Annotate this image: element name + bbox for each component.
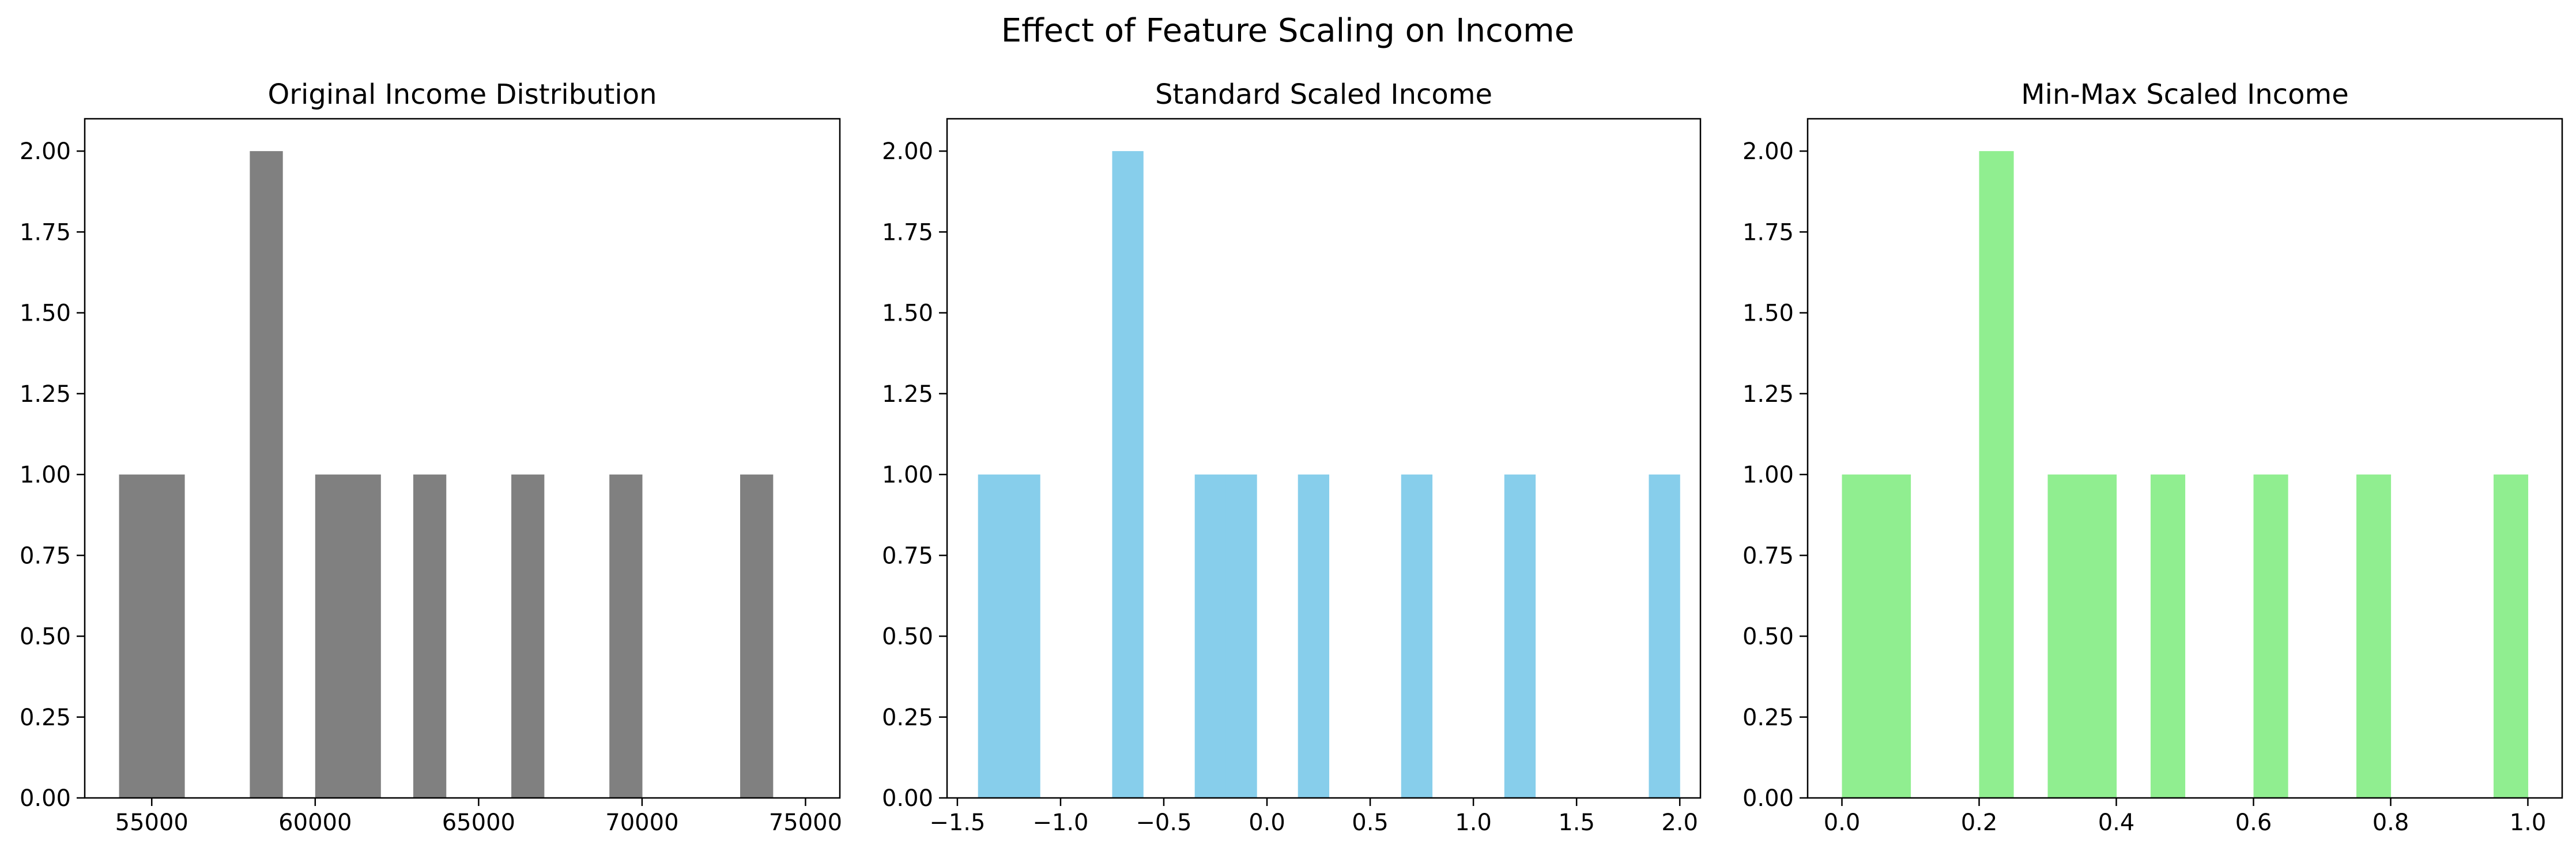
standard-scaled-bar-6 [1401, 474, 1433, 798]
standard-scaled-y-tick-label: 1.75 [882, 219, 933, 246]
original-bar-2 [250, 151, 283, 798]
standard-scaled-bar-0 [978, 474, 1010, 798]
subplot-standard-scaled-income: −1.5 −1.0 −0.5 0.0 0.5 1.0 1.5 2.0 0.00 0.25 0.50 0… [882, 78, 1702, 836]
standard-scaled-x-tick-label: −1.5 [929, 809, 985, 836]
standard-scaled-y-tick-label: 1.50 [882, 300, 933, 327]
original-bar-7 [609, 474, 643, 798]
standard-scaled-bar-3 [1194, 474, 1227, 798]
original-y-tick-label: 0.25 [20, 705, 71, 731]
standard-scaled-x-tick-label: 0.0 [1249, 809, 1285, 836]
standard-scaled-title: Standard Scaled Income [1155, 78, 1492, 111]
standard-scaled-y-tick-label: 2.00 [882, 138, 933, 165]
minmax-scaled-bar-4 [2082, 474, 2117, 798]
minmax-scaled-bar-7 [2356, 474, 2392, 798]
standard-scaled-y-tick-label: 0.50 [882, 624, 933, 650]
minmax-scaled-bar-3 [2047, 474, 2083, 798]
original-y-tick-label: 0.00 [20, 785, 71, 812]
original-bar-1 [152, 474, 185, 798]
original-y-tick-label: 1.75 [20, 219, 71, 246]
minmax-scaled-bar-2 [1979, 151, 2014, 798]
subplot-minmax-scaled-income: 0.0 0.2 0.4 0.6 0.8 1.0 0.00 0.25 0.50 0.75 1.00 1.… [1743, 78, 2563, 836]
standard-scaled-x-tick-label: 2.0 [1661, 809, 1698, 836]
standard-scaled-x-tick-label: −0.5 [1136, 809, 1191, 836]
standard-scaled-bar-5 [1298, 474, 1330, 798]
minmax-scaled-y-tick-label: 0.00 [1743, 785, 1794, 812]
original-bar-6 [511, 474, 545, 798]
original-axes-frame [84, 118, 841, 799]
original-y-tick-label: 1.25 [20, 381, 71, 408]
minmax-scaled-y-tick-label: 0.50 [1743, 624, 1794, 650]
minmax-scaled-x-tick-label: 0.6 [2235, 809, 2272, 836]
original-y-tick-label: 0.75 [20, 543, 71, 569]
original-title: Original Income Distribution [268, 78, 657, 111]
standard-scaled-axes-frame [946, 118, 1702, 799]
minmax-scaled-y-tick-label: 1.00 [1743, 462, 1794, 488]
minmax-scaled-bar-6 [2253, 474, 2288, 798]
minmax-scaled-y-tick-label: 0.25 [1743, 705, 1794, 731]
minmax-scaled-bar-1 [1876, 474, 1911, 798]
minmax-scaled-x-tick-label: 1.0 [2510, 809, 2547, 836]
minmax-scaled-y-tick-label: 1.25 [1743, 381, 1794, 408]
figure-title: Effect of Feature Scaling on Income [1001, 12, 1574, 50]
minmax-scaled-bar-0 [1842, 474, 1877, 798]
standard-scaled-x-tick-label: 1.0 [1455, 809, 1492, 836]
original-bar-5 [413, 474, 447, 798]
minmax-scaled-y-tick-label: 1.75 [1743, 219, 1794, 246]
minmax-scaled-title: Min-Max Scaled Income [2021, 78, 2348, 111]
minmax-scaled-bar-8 [2494, 474, 2529, 798]
standard-scaled-x-tick-label: 0.5 [1352, 809, 1389, 836]
original-y-tick-label: 1.50 [20, 300, 71, 327]
minmax-scaled-y-tick-label: 2.00 [1743, 138, 1794, 165]
original-bar-4 [348, 474, 381, 798]
minmax-scaled-x-tick-label: 0.2 [1961, 809, 1998, 836]
standard-scaled-x-tick-label: −1.0 [1032, 809, 1088, 836]
minmax-scaled-axes-frame [1806, 118, 2563, 799]
original-y-tick-label: 1.00 [20, 462, 71, 488]
standard-scaled-bar-8 [1649, 474, 1680, 798]
standard-scaled-bar-2 [1112, 151, 1144, 798]
standard-scaled-bar-4 [1225, 474, 1257, 798]
standard-scaled-y-tick-label: 1.00 [882, 462, 933, 488]
original-y-tick-label: 0.50 [20, 624, 71, 650]
original-x-tick-label: 60000 [278, 809, 352, 836]
original-y-tick-label: 2.00 [20, 138, 71, 165]
standard-scaled-y-tick-label: 0.00 [882, 785, 933, 812]
minmax-scaled-x-tick-label: 0.8 [2373, 809, 2409, 836]
original-x-tick-label: 65000 [442, 809, 515, 836]
standard-scaled-y-tick-label: 1.25 [882, 381, 933, 408]
standard-scaled-x-tick-label: 1.5 [1558, 809, 1595, 836]
minmax-scaled-x-tick-label: 0.4 [2098, 809, 2135, 836]
original-bar-8 [740, 474, 774, 798]
standard-scaled-y-tick-label: 0.75 [882, 543, 933, 569]
minmax-scaled-x-tick-label: 0.0 [1824, 809, 1861, 836]
subplot-original-income: 55000 60000 65000 70000 75000 0.00 0.25 0.50 0.7… [20, 78, 842, 836]
original-x-tick-label: 75000 [769, 809, 842, 836]
minmax-scaled-bar-5 [2151, 474, 2186, 798]
minmax-scaled-y-tick-label: 1.50 [1743, 300, 1794, 327]
original-bar-3 [315, 474, 349, 798]
original-x-tick-label: 55000 [115, 809, 188, 836]
minmax-scaled-y-tick-label: 0.75 [1743, 543, 1794, 569]
standard-scaled-bar-7 [1504, 474, 1536, 798]
original-x-tick-label: 70000 [605, 809, 678, 836]
standard-scaled-bar-1 [1009, 474, 1040, 798]
standard-scaled-y-tick-label: 0.25 [882, 705, 933, 731]
original-bar-0 [119, 474, 152, 798]
